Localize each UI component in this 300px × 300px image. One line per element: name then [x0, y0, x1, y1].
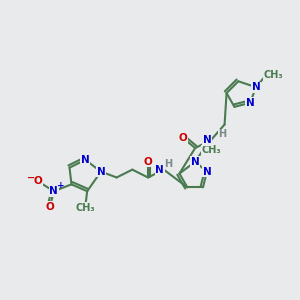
Text: N: N	[252, 82, 260, 92]
Text: +: +	[57, 181, 64, 190]
Text: O: O	[46, 202, 54, 212]
Text: N: N	[50, 186, 58, 196]
Text: H: H	[219, 129, 227, 139]
Text: N: N	[202, 167, 211, 177]
Text: N: N	[97, 167, 105, 177]
Text: O: O	[144, 157, 152, 167]
Text: CH₃: CH₃	[264, 70, 284, 80]
Text: O: O	[179, 133, 188, 143]
Text: CH₃: CH₃	[75, 203, 95, 213]
Text: O: O	[34, 176, 43, 186]
Text: CH₃: CH₃	[201, 145, 221, 155]
Text: N: N	[246, 98, 254, 108]
Text: N: N	[191, 157, 200, 167]
Text: H: H	[165, 159, 173, 169]
Text: N: N	[81, 155, 90, 165]
Text: N: N	[202, 135, 211, 145]
Text: N: N	[155, 165, 164, 175]
Text: −: −	[27, 172, 35, 182]
